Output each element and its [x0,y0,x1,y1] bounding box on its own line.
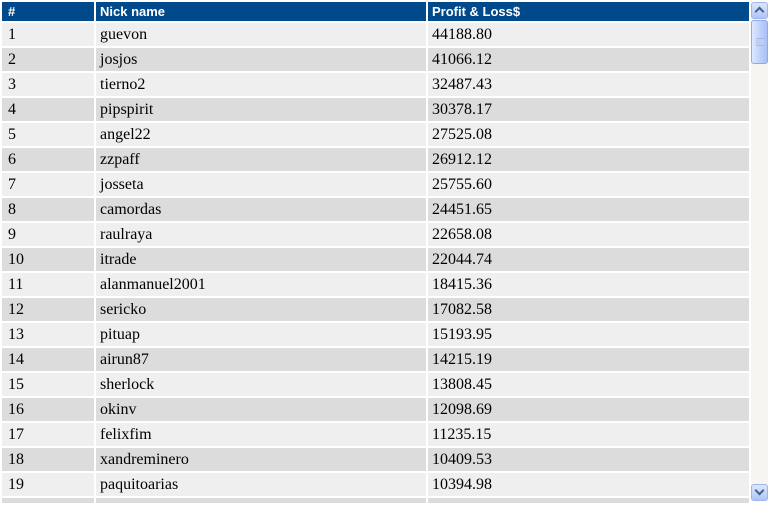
nickname-cell: paquitoarias [96,473,426,496]
nickname-cell: pipspirit [96,98,426,121]
table-row: 15 sherlock 13808.45 [2,373,749,396]
rank-cell: 16 [2,398,94,421]
nickname-cell: angel22 [96,123,426,146]
nickname-cell: camordas [96,198,426,221]
table-row: 19 paquitoarias 10394.98 [2,473,749,496]
grip-lines-icon [755,38,764,46]
profit-loss-cell: 30378.17 [428,98,749,121]
vertical-scrollbar[interactable] [751,2,768,501]
rank-cell: 3 [2,73,94,96]
rank-cell [2,498,94,503]
profit-loss-cell: 32487.43 [428,73,749,96]
profit-loss-cell: 24451.65 [428,198,749,221]
nickname-cell: sherlock [96,373,426,396]
profit-loss-cell: 12098.69 [428,398,749,421]
table-row: 16 okinv 12098.69 [2,398,749,421]
nickname-cell: zzpaff [96,148,426,171]
rank-cell: 11 [2,273,94,296]
table-row: 17 felixfim 11235.15 [2,423,749,446]
profit-loss-cell: 22658.08 [428,223,749,246]
rank-cell: 9 [2,223,94,246]
rank-cell: 14 [2,348,94,371]
profit-loss-cell: 22044.74 [428,248,749,271]
rank-cell: 12 [2,298,94,321]
table-row: 10 itrade 22044.74 [2,248,749,271]
table-row: 8 camordas 24451.65 [2,198,749,221]
table-row: 18 xandreminero 10409.53 [2,448,749,471]
rank-cell: 6 [2,148,94,171]
rank-cell: 8 [2,198,94,221]
nickname-cell: josseta [96,173,426,196]
header-rank: # [2,2,94,21]
profit-loss-table: # Nick name Profit & Loss$ 1 guevon 4418… [0,0,751,503]
rank-cell: 7 [2,173,94,196]
scrollbar-thumb[interactable] [751,20,768,64]
profit-loss-cell: 44188.80 [428,23,749,46]
profit-loss-cell: 18415.36 [428,273,749,296]
nickname-cell: raulraya [96,223,426,246]
nickname-cell: airun87 [96,348,426,371]
header-nickname: Nick name [96,2,426,21]
table-row: 2 josjos 41066.12 [2,48,749,71]
table-row: 13 pituap 15193.95 [2,323,749,346]
rank-cell: 2 [2,48,94,71]
scrollbar-track[interactable] [751,19,768,484]
profit-loss-cell: 26912.12 [428,148,749,171]
nickname-cell: alanmanuel2001 [96,273,426,296]
nickname-cell: guevon [96,23,426,46]
nickname-cell: tierno2 [96,73,426,96]
header-profit-loss: Profit & Loss$ [428,2,749,21]
profit-loss-cell: 10394.98 [428,473,749,496]
table-row: 9 raulraya 22658.08 [2,223,749,246]
profit-loss-cell: 13808.45 [428,373,749,396]
table-row: 11 alanmanuel2001 18415.36 [2,273,749,296]
nickname-cell [96,498,426,503]
rank-cell: 15 [2,373,94,396]
nickname-cell: josjos [96,48,426,71]
rank-cell: 5 [2,123,94,146]
profit-loss-cell: 11235.15 [428,423,749,446]
chevron-down-icon [754,485,765,496]
nickname-cell: xandreminero [96,448,426,471]
rank-cell: 1 [2,23,94,46]
table-row: 14 airun87 14215.19 [2,348,749,371]
table-row: 4 pipspirit 30378.17 [2,98,749,121]
table-row: 1 guevon 44188.80 [2,23,749,46]
scroll-up-button[interactable] [751,2,768,19]
profit-loss-cell: 41066.12 [428,48,749,71]
table-row: 5 angel22 27525.08 [2,123,749,146]
profit-loss-cell: 14215.19 [428,348,749,371]
table-row: 3 tierno2 32487.43 [2,73,749,96]
chevron-up-icon [754,6,765,17]
table-row: 12 sericko 17082.58 [2,298,749,321]
profit-loss-cell: 17082.58 [428,298,749,321]
table-row: 6 zzpaff 26912.12 [2,148,749,171]
table-header-row: # Nick name Profit & Loss$ [2,2,749,21]
nickname-cell: pituap [96,323,426,346]
scroll-down-button[interactable] [751,484,768,501]
rank-cell: 10 [2,248,94,271]
nickname-cell: felixfim [96,423,426,446]
nickname-cell: sericko [96,298,426,321]
table-row [2,498,749,503]
rank-cell: 4 [2,98,94,121]
nickname-cell: okinv [96,398,426,421]
table-viewport: # Nick name Profit & Loss$ 1 guevon 4418… [0,0,751,503]
rank-cell: 18 [2,448,94,471]
rank-cell: 17 [2,423,94,446]
profit-loss-cell: 10409.53 [428,448,749,471]
profit-loss-cell: 15193.95 [428,323,749,346]
table-row: 7 josseta 25755.60 [2,173,749,196]
nickname-cell: itrade [96,248,426,271]
profit-loss-cell: 25755.60 [428,173,749,196]
rank-cell: 19 [2,473,94,496]
rank-cell: 13 [2,323,94,346]
profit-loss-cell: 27525.08 [428,123,749,146]
profit-loss-cell [428,498,749,503]
